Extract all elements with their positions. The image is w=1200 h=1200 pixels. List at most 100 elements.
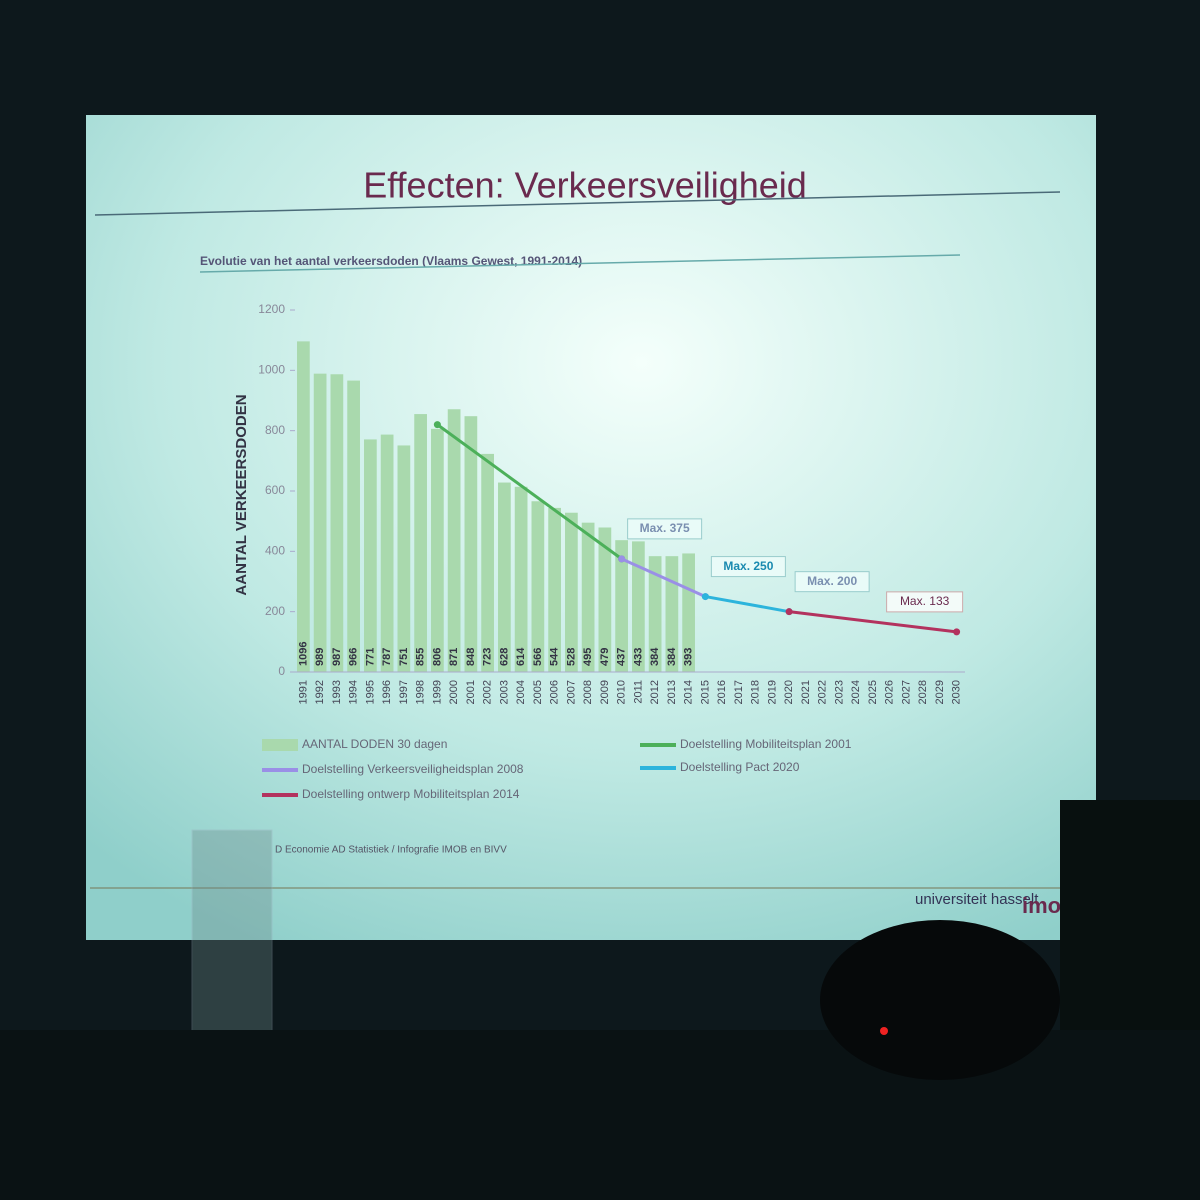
bar — [648, 556, 662, 672]
value-label: 544 — [549, 647, 561, 666]
value-label: 1096 — [297, 642, 309, 666]
value-label: 871 — [448, 648, 460, 666]
value-label: 495 — [582, 648, 594, 666]
x-tick-label: 2009 — [599, 680, 611, 704]
x-tick-label: 1996 — [381, 680, 393, 704]
value-label: 787 — [381, 648, 393, 666]
y-tick-label: 0 — [278, 664, 285, 678]
value-label: 723 — [482, 648, 494, 666]
title-rule — [94, 191, 1061, 216]
bar — [380, 434, 394, 672]
annotation-box — [886, 591, 964, 613]
x-tick-label: 2001 — [465, 680, 477, 704]
bar — [464, 416, 478, 672]
bar — [514, 486, 528, 672]
x-tick-label: 2016 — [716, 680, 728, 704]
target-line — [436, 423, 623, 561]
x-tick-label: 2024 — [850, 680, 862, 704]
x-tick-label: 2008 — [582, 680, 594, 704]
value-label: 966 — [348, 648, 360, 666]
bar — [447, 409, 461, 672]
legend-label: Doelstelling Verkeersveiligheidsplan 200… — [302, 762, 524, 776]
led — [880, 1027, 888, 1035]
line-marker — [785, 608, 793, 616]
bar — [481, 453, 494, 672]
x-tick-label: 2012 — [649, 680, 661, 704]
x-tick-label: 2003 — [498, 680, 510, 704]
x-tick-label: 1998 — [415, 680, 427, 704]
value-label: 751 — [398, 648, 410, 666]
x-tick-label: 2023 — [833, 680, 845, 704]
x-tick-label: 2002 — [482, 680, 494, 704]
x-tick-label: 2010 — [616, 680, 628, 704]
x-tick-label: 1994 — [348, 680, 360, 704]
y-tick-label: 800 — [265, 423, 285, 437]
x-tick-label: 2005 — [532, 680, 544, 704]
x-tick-label: 2022 — [817, 680, 829, 704]
x-tick-label: 2027 — [900, 680, 912, 704]
x-tick-label: 2021 — [800, 680, 812, 704]
y-tick-label: 600 — [265, 483, 285, 497]
target-line — [621, 557, 706, 598]
bar — [581, 522, 595, 672]
value-label: 384 — [649, 647, 661, 666]
y-tick-label: 1000 — [258, 363, 285, 377]
legend-label: AANTAL DODEN 30 dagen — [302, 737, 447, 751]
bar — [364, 439, 377, 672]
legend-label: Doelstelling ontwerp Mobiliteitsplan 201… — [302, 787, 520, 801]
y-tick-label: 200 — [265, 604, 285, 618]
bar — [397, 445, 411, 672]
x-tick-label: 2004 — [515, 680, 527, 704]
x-tick-label: 2020 — [783, 680, 795, 704]
y-axis-label: AANTAL VERKEERSDODEN — [233, 394, 250, 595]
value-label: 384 — [666, 647, 678, 666]
target-line — [705, 595, 790, 614]
value-label: 614 — [515, 647, 527, 666]
annotation-box — [627, 518, 703, 540]
value-label: 855 — [415, 648, 427, 666]
bar — [565, 512, 578, 672]
value-label: 987 — [331, 648, 343, 666]
x-tick-label: 2017 — [733, 680, 745, 704]
y-tick-label: 400 — [265, 544, 285, 558]
annotation: Max. 200 — [807, 574, 857, 588]
logo: universiteit hasselt — [915, 891, 1039, 908]
annotation-box — [710, 556, 786, 578]
bar — [615, 540, 628, 672]
x-tick-label: 2014 — [683, 680, 695, 704]
value-label: 771 — [364, 648, 376, 666]
annotation: Max. 375 — [640, 521, 690, 535]
bar — [313, 373, 327, 672]
bar — [531, 501, 545, 672]
x-tick-label: 2015 — [699, 680, 711, 704]
x-tick-label: 2000 — [448, 680, 460, 704]
bar — [414, 414, 427, 672]
annotation-box — [794, 571, 870, 593]
line-marker — [701, 593, 709, 601]
x-tick-label: 2028 — [917, 680, 929, 704]
value-label: 528 — [565, 648, 577, 666]
value-label: 437 — [616, 648, 628, 666]
x-tick-label: 2025 — [867, 680, 879, 704]
bar — [431, 428, 444, 672]
x-tick-label: 2030 — [951, 680, 963, 704]
value-label: 393 — [683, 648, 695, 666]
x-tick-label: 2013 — [666, 680, 678, 704]
x-tick-label: 2018 — [750, 680, 762, 704]
line-marker — [433, 421, 441, 429]
line-marker — [618, 555, 626, 563]
x-tick-label: 2007 — [565, 680, 577, 704]
subtitle-rule — [199, 254, 961, 273]
bar — [682, 553, 695, 672]
bar — [297, 341, 310, 672]
value-label: 848 — [465, 648, 477, 666]
value-label: 433 — [632, 648, 644, 666]
bar — [548, 507, 561, 672]
x-tick-label: 1995 — [364, 680, 376, 704]
annotation: Max. 133 — [900, 594, 950, 608]
x-tick-label: 2019 — [766, 680, 778, 704]
bar — [347, 380, 360, 672]
legend-label: Doelstelling Mobiliteitsplan 2001 — [680, 737, 852, 751]
